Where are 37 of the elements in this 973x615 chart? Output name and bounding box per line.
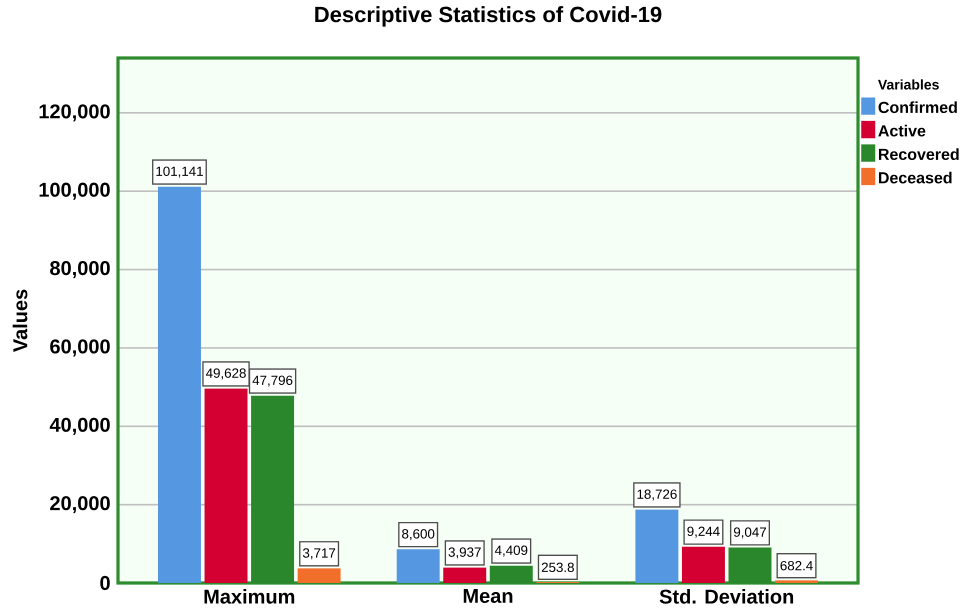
- data-label: 3,717: [302, 548, 336, 560]
- data-label: 49,628: [206, 368, 246, 380]
- chart-title: Descriptive Statistics of Covid-19: [315, 6, 662, 27]
- x-tick-label: Mean: [464, 589, 512, 603]
- data-label: 253.8: [542, 562, 574, 572]
- legend-label: Confirmed: [878, 101, 957, 114]
- y-axis-title: Values: [12, 290, 28, 352]
- data-label: 4,409: [494, 546, 528, 557]
- legend-label: Active: [878, 124, 926, 137]
- y-tick-label: 120,000: [40, 104, 110, 122]
- x-tick-label: Maximum: [204, 589, 294, 604]
- y-tick-label: 0: [100, 576, 110, 590]
- bar: [635, 510, 678, 583]
- data-label: 8,600: [402, 529, 434, 540]
- bar: [204, 388, 248, 583]
- legend-label: Recovered: [878, 148, 959, 160]
- bar: [443, 568, 486, 583]
- y-tick-label: 80,000: [50, 261, 110, 278]
- data-label: 18,726: [638, 489, 677, 500]
- legend-title: Variables: [878, 79, 939, 90]
- bar: [775, 580, 818, 583]
- y-tick-label: 20,000: [50, 496, 110, 514]
- bar: [298, 568, 341, 583]
- bar: [396, 549, 440, 583]
- data-label: 47,796: [252, 376, 292, 387]
- bar: [682, 546, 725, 583]
- x-tick-label: Std. Deviation: [660, 589, 794, 604]
- legend-label: Deceased: [878, 172, 952, 184]
- data-label: 9,047: [734, 527, 766, 538]
- bar: [158, 186, 201, 583]
- y-tick-label: 40,000: [50, 418, 110, 435]
- data-label: 101,141: [156, 166, 203, 178]
- data-label: 9,244: [687, 526, 720, 538]
- y-tick-label: 100,000: [40, 182, 110, 200]
- y-tick-label: 60,000: [50, 339, 110, 356]
- data-label: 682.4: [780, 560, 813, 570]
- data-label: 3,937: [448, 547, 481, 558]
